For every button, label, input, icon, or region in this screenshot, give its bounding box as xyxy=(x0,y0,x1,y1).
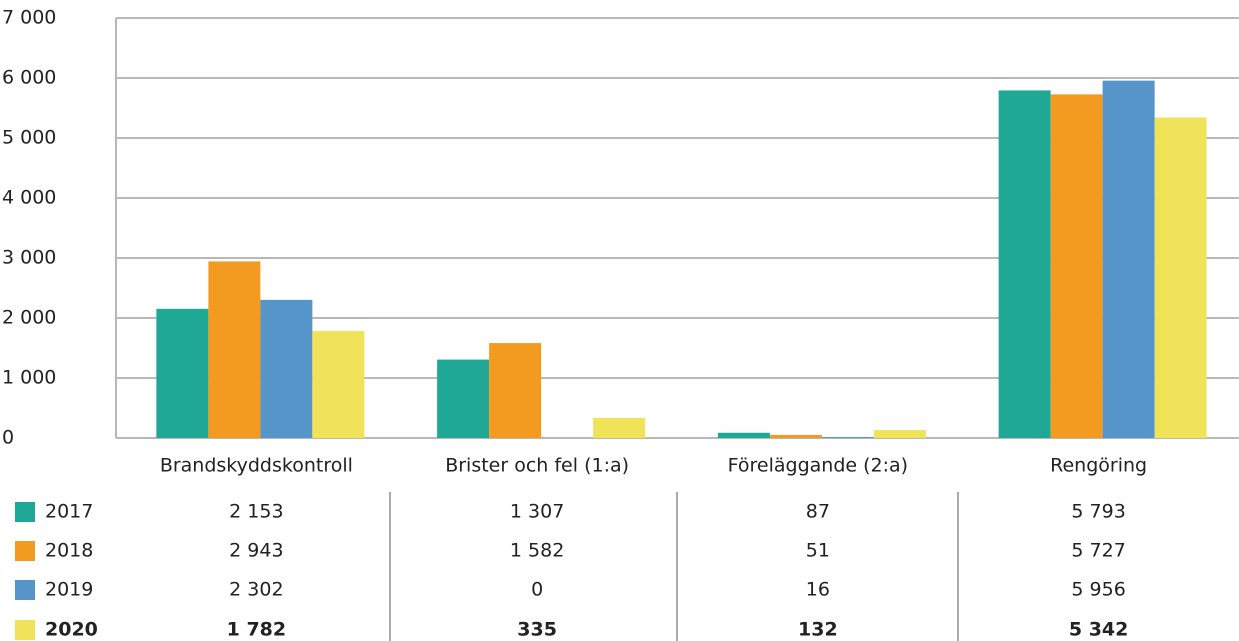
bar xyxy=(717,432,770,438)
bar xyxy=(156,308,209,438)
bar xyxy=(998,90,1051,439)
legend-swatch xyxy=(15,502,35,522)
y-tick-label: 3 000 xyxy=(2,247,56,269)
y-tick-label: 5 000 xyxy=(2,127,56,149)
table-value: 5 956 xyxy=(1071,579,1125,601)
table-value: 51 xyxy=(806,540,830,562)
legend-swatch xyxy=(15,620,35,640)
y-tick-label: 1 000 xyxy=(2,367,56,389)
bar xyxy=(821,437,874,438)
table-value: 5 727 xyxy=(1071,540,1125,562)
legend-label: 2018 xyxy=(45,540,93,562)
table-value: 2 153 xyxy=(229,501,283,523)
table-value: 5 342 xyxy=(1069,619,1129,641)
table-value: 0 xyxy=(531,579,543,601)
x-tick-label: Föreläggande (2:a) xyxy=(728,455,908,477)
bar xyxy=(260,299,313,438)
legend-label: 2017 xyxy=(45,501,93,523)
bar xyxy=(593,417,646,438)
table-value: 5 793 xyxy=(1071,501,1125,523)
bar xyxy=(312,331,365,438)
bar xyxy=(1154,117,1207,438)
bar xyxy=(873,430,926,438)
bar xyxy=(1050,94,1103,438)
bar xyxy=(208,261,261,438)
y-tick-label: 6 000 xyxy=(2,67,56,89)
table-value: 1 307 xyxy=(510,501,564,523)
bar xyxy=(769,434,822,438)
table-value: 87 xyxy=(806,501,830,523)
legend-swatch xyxy=(15,580,35,600)
table-value: 2 302 xyxy=(229,579,283,601)
x-tick-label: Brister och fel (1:a) xyxy=(445,455,629,477)
table-value: 16 xyxy=(806,579,830,601)
table-value: 2 943 xyxy=(229,540,283,562)
y-tick-label: 4 000 xyxy=(2,187,56,209)
table-value: 1 782 xyxy=(227,619,287,641)
x-tick-label: Brandskyddskontroll xyxy=(160,455,353,477)
y-tick-label: 2 000 xyxy=(2,307,56,329)
x-tick-label: Rengöring xyxy=(1050,455,1147,477)
bar xyxy=(1102,80,1155,438)
table-value: 335 xyxy=(517,619,557,641)
legend-label: 2020 xyxy=(45,619,98,641)
y-tick-label: 7 000 xyxy=(2,7,56,29)
legend-label: 2019 xyxy=(45,579,93,601)
legend-swatch xyxy=(15,541,35,561)
table-value: 1 582 xyxy=(510,540,564,562)
bar xyxy=(437,359,490,438)
y-tick-label: 0 xyxy=(2,427,14,449)
table-value: 132 xyxy=(798,619,838,641)
bar xyxy=(489,343,542,438)
